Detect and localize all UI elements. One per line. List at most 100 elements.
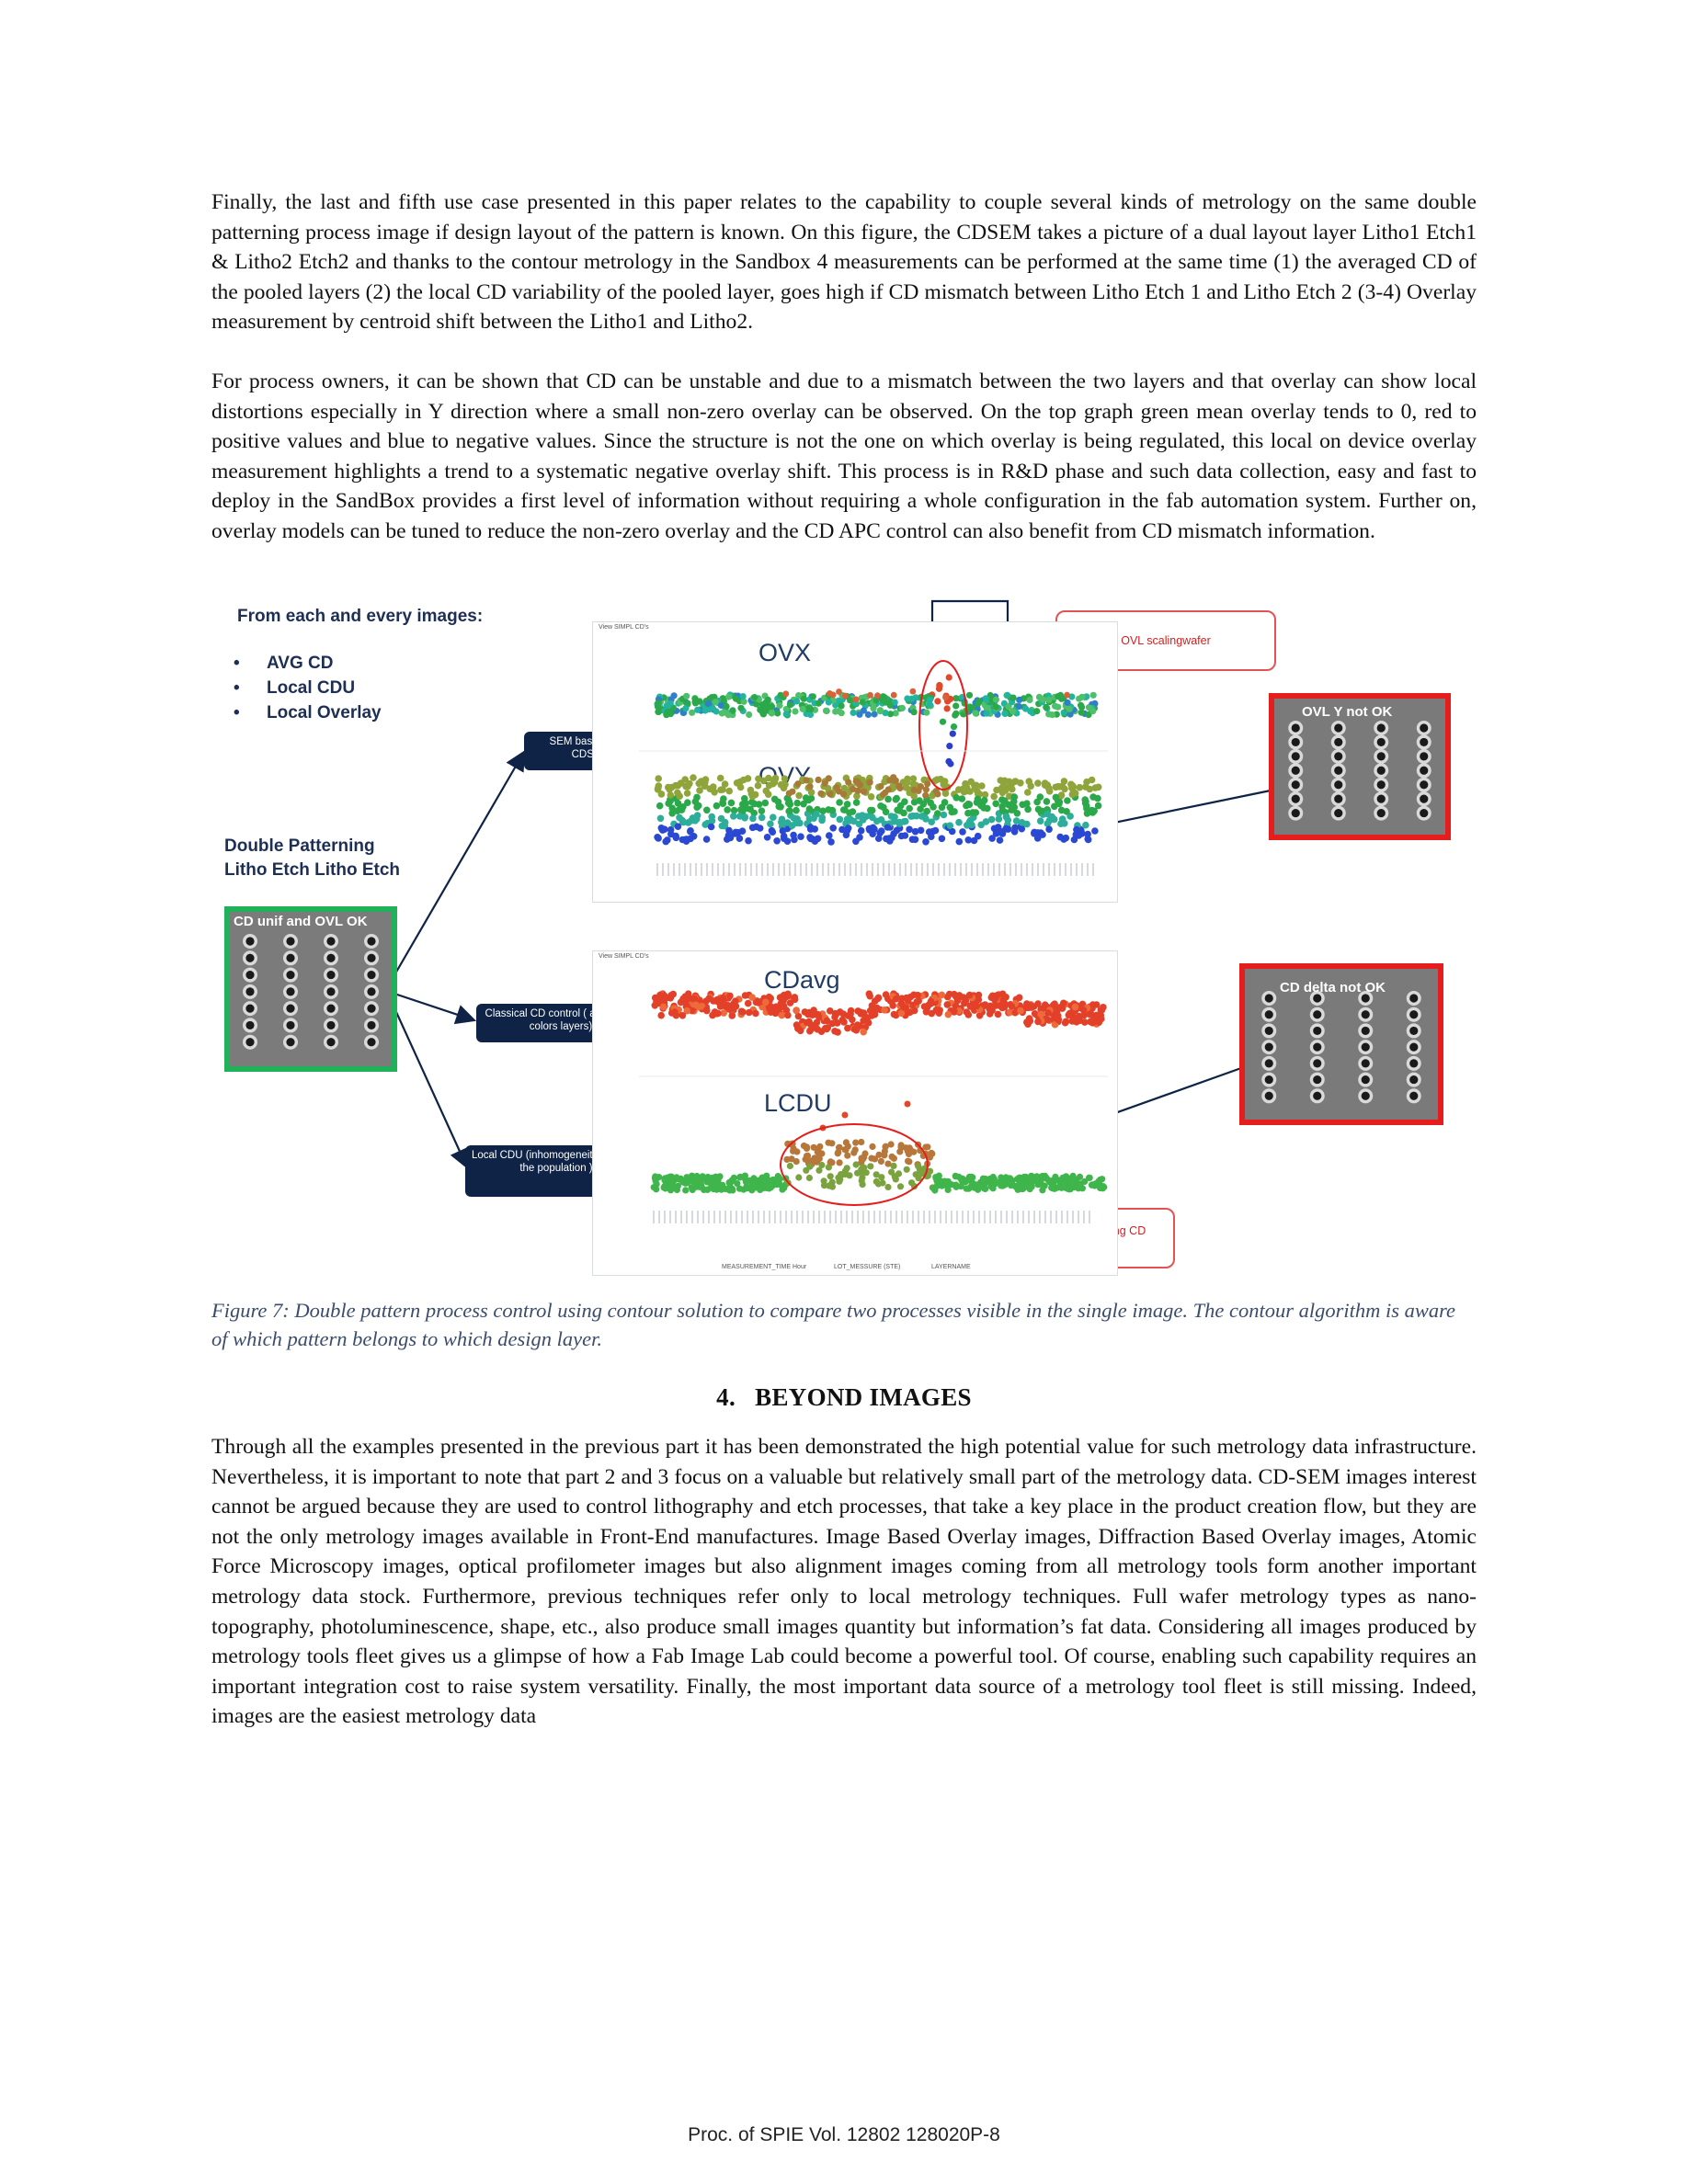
data-point <box>866 779 873 786</box>
data-point <box>882 710 889 717</box>
data-point <box>690 1000 697 1008</box>
data-point <box>762 700 770 707</box>
data-point <box>967 1003 975 1010</box>
figure-7: From each and every images: AVG CD Local… <box>211 597 1471 1278</box>
data-point <box>857 826 865 835</box>
data-point <box>683 993 690 1000</box>
data-point <box>705 700 713 707</box>
data-point <box>856 711 863 718</box>
data-point <box>655 835 662 842</box>
data-point <box>904 1100 911 1108</box>
data-point <box>950 723 958 731</box>
sem-cd-bad-label: CD delta not OK <box>1280 980 1386 995</box>
data-point <box>1013 810 1021 817</box>
data-point <box>713 802 721 810</box>
data-point <box>655 700 662 707</box>
data-point <box>1090 807 1098 815</box>
data-point <box>877 1157 884 1165</box>
sem-contact-hole <box>1376 766 1386 775</box>
data-point <box>917 826 925 835</box>
data-point <box>943 1001 952 1008</box>
sem-contact-hole <box>1420 737 1429 747</box>
data-point <box>684 782 691 791</box>
data-point <box>724 806 731 813</box>
data-point <box>975 700 982 707</box>
data-point <box>879 791 886 799</box>
data-point <box>764 791 772 798</box>
sem-ok-label: CD unif and OVL OK <box>234 914 368 929</box>
data-point <box>755 801 763 808</box>
sem-contact-hole <box>1376 737 1386 747</box>
data-point <box>1051 802 1058 811</box>
data-point <box>1004 691 1011 699</box>
data-point <box>752 1009 759 1018</box>
data-point <box>655 708 662 715</box>
data-point <box>728 1012 736 1019</box>
data-point <box>999 996 1007 1004</box>
data-point <box>674 800 682 807</box>
data-point <box>854 787 861 794</box>
sem-image-ovl-y-not-ok: OVL Y not OK <box>1269 693 1451 840</box>
data-point <box>740 698 747 705</box>
data-point <box>1090 1018 1098 1026</box>
data-point <box>657 825 666 832</box>
data-point <box>806 783 814 791</box>
data-point <box>703 1186 711 1193</box>
data-point <box>799 705 806 712</box>
data-point <box>945 674 952 681</box>
figure-heading-double-patterning: Double Patterning <box>224 836 375 856</box>
data-point <box>683 1007 690 1015</box>
data-point <box>818 1161 826 1169</box>
data-point <box>922 1143 930 1151</box>
data-point <box>884 1183 892 1191</box>
data-point <box>779 992 787 1000</box>
data-point <box>1080 1011 1088 1019</box>
data-point <box>964 836 973 844</box>
data-point <box>858 1138 865 1146</box>
data-point <box>709 1011 716 1019</box>
data-point <box>922 838 930 846</box>
data-point <box>910 709 918 716</box>
data-point <box>852 799 861 806</box>
data-point <box>838 1016 847 1024</box>
sem-contact-hole <box>1334 737 1343 747</box>
data-point <box>794 1012 803 1020</box>
data-point <box>786 1162 793 1170</box>
data-point <box>751 694 758 701</box>
sem-contact-hole <box>367 970 376 980</box>
data-point <box>781 1184 788 1191</box>
data-point <box>973 1002 981 1010</box>
data-point <box>700 1174 707 1181</box>
sem-contact-hole <box>1376 723 1386 733</box>
data-point <box>793 806 800 814</box>
data-point <box>952 1173 959 1180</box>
data-point <box>679 818 688 826</box>
sem-ovl-bad-label: OVL Y not OK <box>1302 704 1393 720</box>
data-point <box>739 776 747 784</box>
data-point <box>803 777 810 784</box>
data-point <box>746 1008 753 1017</box>
data-point <box>683 1174 690 1181</box>
data-point <box>1055 1177 1063 1184</box>
data-point <box>984 704 991 711</box>
sem-contact-hole <box>367 1004 376 1013</box>
data-point <box>1068 693 1076 700</box>
data-point <box>702 836 711 843</box>
data-point <box>694 706 701 713</box>
data-point <box>897 1143 905 1151</box>
sem-contact-hole <box>1264 1091 1273 1100</box>
data-point <box>828 1183 836 1190</box>
data-point <box>853 792 861 800</box>
data-point <box>1016 1180 1023 1188</box>
data-point <box>915 1163 922 1170</box>
data-point <box>877 816 885 824</box>
sem-contact-hole <box>1409 1075 1419 1085</box>
data-point <box>811 837 819 845</box>
data-point <box>994 824 1002 831</box>
data-point <box>898 995 906 1002</box>
data-point <box>1015 703 1023 711</box>
sem-contact-hole <box>286 970 295 980</box>
data-point <box>1086 704 1093 711</box>
data-point <box>683 1179 690 1187</box>
data-point <box>838 825 846 834</box>
